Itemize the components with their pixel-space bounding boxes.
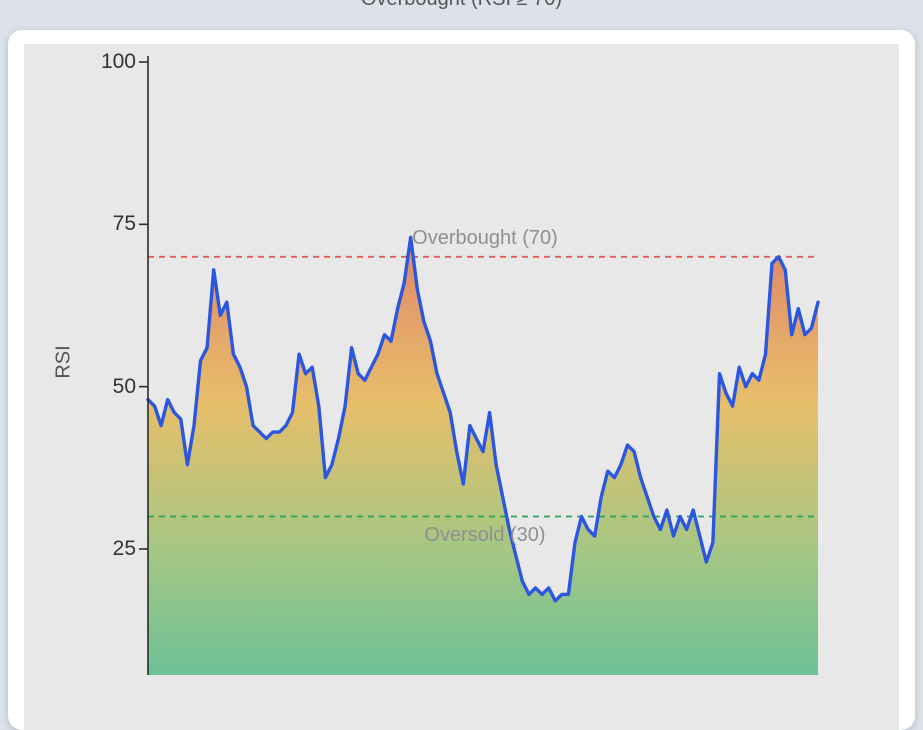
rsi-line — [146, 235, 820, 603]
rsi-chart — [139, 56, 820, 675]
y-tick-25: 25 — [112, 536, 136, 560]
y-tick-75: 75 — [112, 212, 136, 236]
y-axis — [139, 56, 149, 675]
clipped-chart-title: Overbought (RSI ≥ 70) — [0, 0, 923, 11]
y-axis-title: RSI — [52, 345, 75, 379]
y-tick-50: 50 — [112, 374, 136, 398]
overbought-label: Overbought (70) — [412, 226, 558, 249]
oversold-label: Oversold (30) — [424, 523, 546, 546]
y-tick-100: 100 — [100, 50, 136, 73]
rsi-area-fill — [148, 237, 818, 675]
